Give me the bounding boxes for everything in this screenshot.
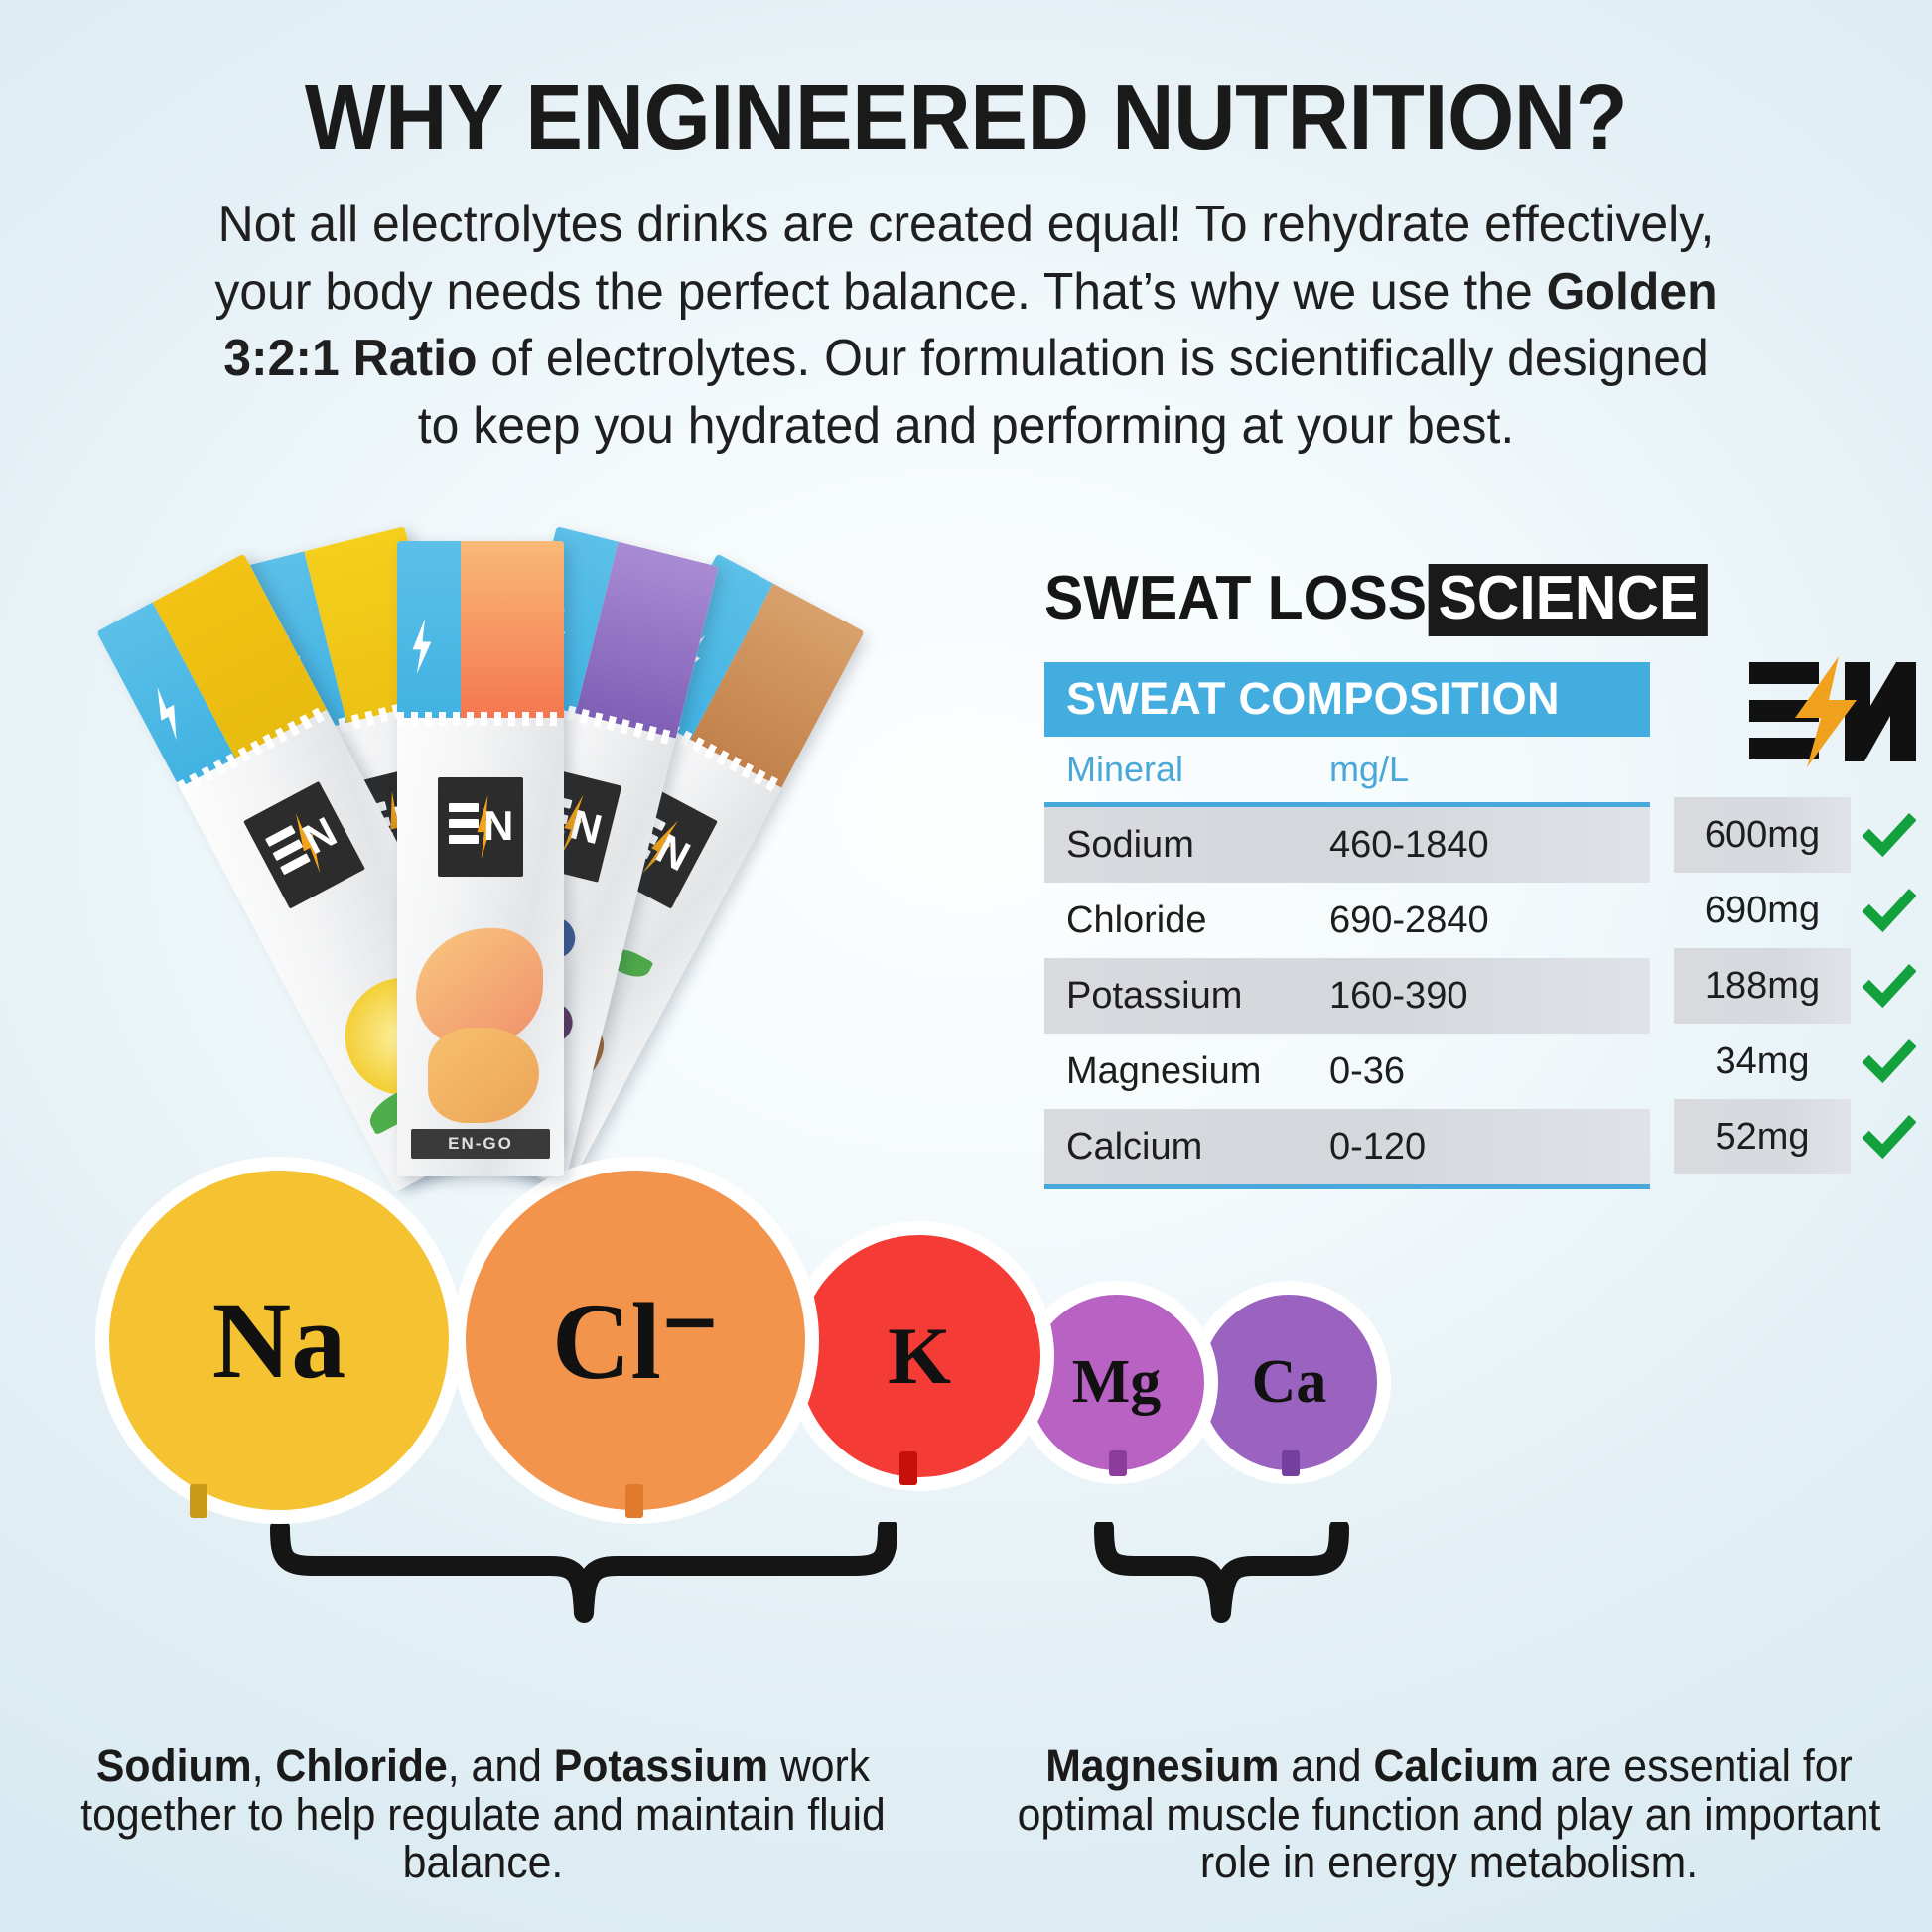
cell-mineral: Sodium — [1066, 824, 1194, 866]
cell-amount: 34mg — [1715, 1039, 1810, 1082]
cell-amount: 600mg — [1674, 797, 1851, 873]
panel-title-inverted: SCIENCE — [1428, 564, 1708, 636]
venn-circle-na: Na — [95, 1157, 463, 1524]
lightning-bolt-icon — [144, 682, 193, 744]
caption-right-magnesium: Magnesium — [1045, 1740, 1280, 1791]
flavor-band — [460, 541, 564, 718]
check-icon — [1863, 813, 1916, 858]
caption-left-sep2: , and — [447, 1740, 554, 1791]
amount-row: 34mg — [1674, 1024, 1916, 1099]
amount-rows: 600mg 690mg 188mg 34mg 52mg — [1674, 797, 1916, 1174]
caption-right-sep: and — [1279, 1740, 1374, 1791]
cell-range: 0-36 — [1329, 1050, 1406, 1092]
formula-amount-column: 600mg 690mg 188mg 34mg 52mg — [1674, 662, 1916, 1174]
sachet-logo: N — [243, 780, 365, 909]
blue-band — [397, 541, 461, 718]
cell-mineral: Chloride — [1066, 899, 1207, 941]
tear-notch — [397, 712, 564, 726]
sachet-footer-text: EN-GO — [411, 1129, 550, 1159]
cell-range: 690-2840 — [1329, 899, 1489, 941]
table-row: Potassium 160-390 — [1044, 958, 1650, 1034]
intro-line-4: to keep you hydrated and performing at y… — [417, 396, 1515, 455]
caption-left-potassium: Potassium — [553, 1740, 768, 1791]
intro-line-2: your body needs the perfect balance. Tha… — [214, 262, 1718, 321]
table-column-headers: Mineral mg/L — [1044, 737, 1650, 807]
amount-row: 600mg — [1674, 797, 1916, 873]
caption-left-sodium: Sodium — [95, 1740, 252, 1791]
venn-circle-k: K — [784, 1221, 1054, 1491]
amount-row: 690mg — [1674, 873, 1916, 948]
venn-nub-cl — [625, 1484, 643, 1518]
check-icon — [1863, 1039, 1916, 1084]
venn-label-cl: Cl⁻ — [551, 1280, 720, 1402]
check-icon — [1863, 964, 1916, 1009]
col-header-mgl: mg/L — [1329, 749, 1410, 789]
table-row: Magnesium 0-36 — [1044, 1034, 1650, 1109]
table-row: Sodium 460-1840 — [1044, 807, 1650, 883]
en-lightning-logo-icon — [1749, 656, 1916, 767]
table-row: Calcium 0-120 — [1044, 1109, 1650, 1184]
sachet-peach: N EN-GO — [397, 541, 564, 1176]
caption-left-rest: work together to help regulate and maint… — [80, 1740, 886, 1888]
panel-title: SWEAT LOSS SCIENCE — [1044, 564, 1874, 636]
caption-right: Magnesium and Calcium are essential for … — [990, 1740, 1907, 1888]
sweat-composition-table: SWEAT COMPOSITION Mineral mg/L Sodium 460… — [1044, 656, 1918, 1189]
cell-range: 460-1840 — [1329, 824, 1489, 866]
cell-mineral: Calcium — [1066, 1126, 1203, 1168]
fruit-peach-slice — [406, 908, 555, 1137]
cell-amount: 690mg — [1704, 889, 1821, 931]
brace-sodium-chloride-potassium — [270, 1522, 897, 1623]
check-icon — [1863, 889, 1916, 933]
col-header-mineral: Mineral — [1066, 749, 1184, 789]
caption-left-chloride: Chloride — [275, 1740, 448, 1791]
sweat-loss-science-panel: SWEAT LOSS SCIENCE SWEAT COMPOSITION Mine… — [1044, 564, 1918, 1189]
venn-label-mg: Mg — [1071, 1348, 1162, 1416]
sachet-logo: N — [438, 777, 523, 877]
venn-label-k: K — [888, 1311, 951, 1401]
lightning-bolt-icon — [412, 619, 432, 674]
table-main: SWEAT COMPOSITION Mineral mg/L Sodium 460… — [1044, 662, 1650, 1189]
intro-line-1: Not all electrolytes drinks are created … — [217, 196, 1715, 253]
cell-range: 160-390 — [1329, 975, 1468, 1017]
venn-nub-na — [190, 1484, 207, 1518]
logo-n: N — [566, 800, 607, 854]
caption-left: Sodium, Chloride, and Potassium work tog… — [24, 1740, 941, 1888]
caption-right-calcium: Calcium — [1373, 1740, 1539, 1791]
cell-amount: 52mg — [1674, 1099, 1851, 1174]
venn-nub-mg — [1108, 1450, 1127, 1476]
intro-line-3: 3:2:1 Ratio of electrolytes. Our formula… — [223, 330, 1709, 388]
table-header-bar: SWEAT COMPOSITION — [1044, 662, 1650, 737]
table-bottom-rule — [1044, 1184, 1650, 1189]
venn-label-ca: Ca — [1251, 1348, 1327, 1416]
venn-nub-ca — [1281, 1450, 1300, 1476]
logo-e-bars — [449, 803, 479, 851]
amount-row: 188mg — [1674, 948, 1916, 1024]
table-body: Sodium 460-1840 Chloride 690-2840 Potassium 1… — [1044, 807, 1650, 1184]
electrolyte-venn-diagram: Na Cl⁻ K Mg Ca — [0, 1147, 1932, 1643]
caption-left-sep1: , — [251, 1740, 276, 1791]
caption-right-rest: are essential for optimal muscle functio… — [1017, 1740, 1881, 1888]
sachet-top — [397, 541, 564, 718]
product-sachets-image: N N — [96, 526, 953, 1236]
cell-mineral: Magnesium — [1066, 1050, 1262, 1092]
brace-magnesium-calcium — [1094, 1522, 1349, 1623]
table-row: Chloride 690-2840 — [1044, 883, 1650, 958]
cell-range: 0-120 — [1329, 1126, 1427, 1168]
panel-title-plain: SWEAT LOSS — [1044, 564, 1428, 632]
amount-row: 52mg — [1674, 1099, 1916, 1174]
cell-amount: 188mg — [1674, 948, 1851, 1024]
check-icon — [1863, 1115, 1916, 1160]
cell-mineral: Potassium — [1066, 975, 1243, 1017]
venn-label-na: Na — [211, 1279, 346, 1401]
venn-captions: Sodium, Chloride, and Potassium work tog… — [0, 1740, 1932, 1888]
logo-n: N — [483, 802, 514, 849]
intro-paragraph: Not all electrolytes drinks are created … — [39, 164, 1893, 460]
venn-nub-k — [899, 1451, 917, 1485]
venn-circle-cl: Cl⁻ — [452, 1157, 819, 1524]
page-title: WHY ENGINEERED NUTRITION? — [304, 66, 1628, 169]
